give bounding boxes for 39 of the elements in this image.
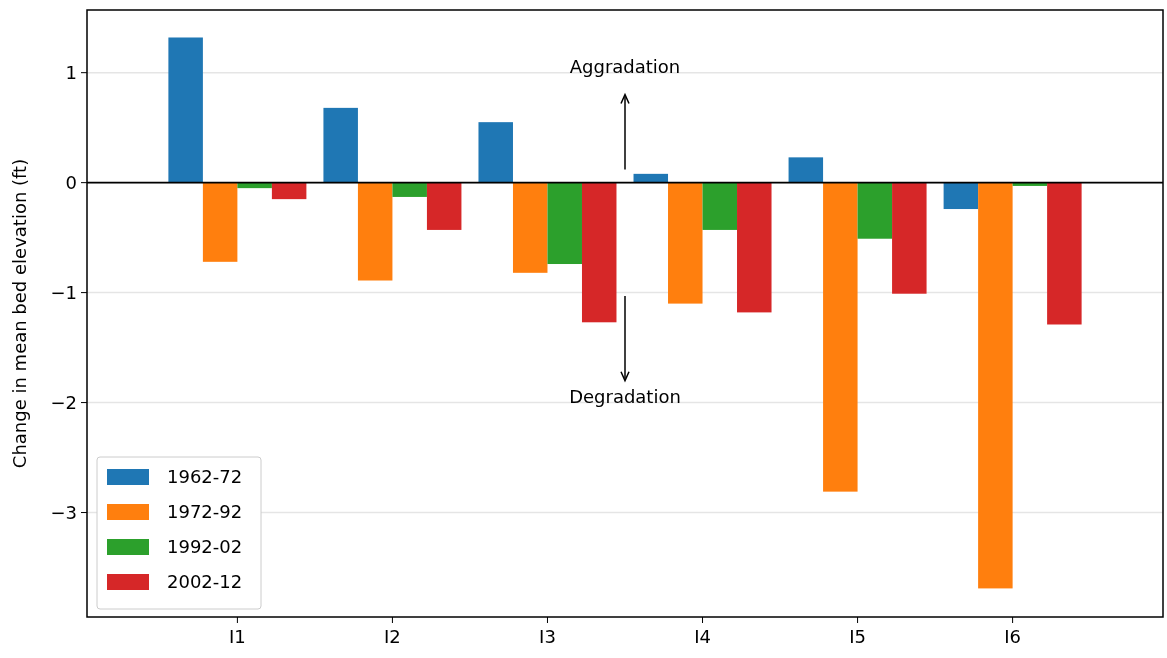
legend-label: 1992-02	[167, 536, 243, 558]
y-tick-label: −1	[50, 281, 77, 303]
x-tick-label: I1	[229, 626, 246, 647]
bar	[478, 122, 513, 183]
x-tick-label: I5	[849, 626, 866, 647]
y-tick-label: 1	[65, 61, 77, 83]
bar	[823, 182, 858, 492]
legend-label: 1972-92	[167, 501, 243, 523]
y-tick-label: −2	[50, 391, 77, 413]
bar	[581, 182, 617, 323]
annotation: Degradation	[569, 385, 681, 407]
bar	[271, 182, 307, 200]
bar	[737, 182, 772, 313]
y-axis-title: Change in mean bed elevation (ft)	[9, 158, 30, 469]
bar	[857, 182, 893, 239]
bar	[323, 107, 358, 183]
bar	[788, 157, 824, 183]
x-tick-label: I2	[384, 626, 401, 647]
bar	[426, 182, 462, 230]
bar	[168, 37, 203, 183]
x-tick-label: I3	[539, 626, 556, 647]
legend-label: 1962-72	[167, 466, 243, 488]
bar	[512, 182, 548, 273]
bar	[892, 182, 927, 294]
annotation: Aggradation	[569, 55, 681, 77]
x-tick-label: I6	[1004, 626, 1021, 647]
bar	[357, 182, 393, 281]
bar	[943, 182, 979, 210]
legend-label: 2002-12	[167, 571, 243, 593]
y-tick-label: −3	[50, 501, 77, 523]
bar	[547, 182, 582, 265]
bar	[978, 182, 1013, 589]
y-tick-label: 0	[65, 171, 77, 193]
x-tick-label: I4	[694, 626, 711, 647]
bar	[392, 182, 427, 197]
bar	[702, 182, 738, 230]
bar	[1047, 182, 1082, 325]
bar	[668, 182, 703, 304]
bar	[202, 182, 238, 262]
